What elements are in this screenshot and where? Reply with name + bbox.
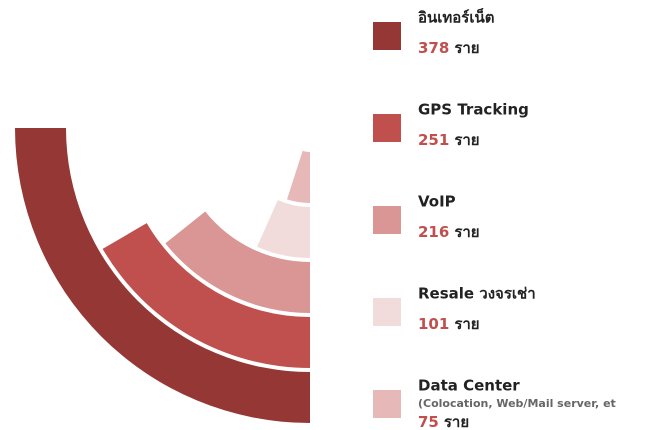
radial-bar (257, 200, 310, 258)
value-label: 101 (418, 315, 449, 333)
value-label: 216 (418, 223, 449, 241)
value-unit: ราย (454, 315, 479, 333)
legend-swatch (373, 114, 401, 142)
legend-swatch (373, 390, 401, 418)
legend-label: อินเทอร์เน็ต (418, 8, 494, 27)
legend-swatch (373, 206, 401, 234)
legend-label: Data Center (418, 377, 520, 395)
value-unit: ราย (454, 131, 479, 149)
legend-value: 251 ราย (418, 131, 480, 149)
value-unit: ราย (454, 39, 479, 57)
legend-label: Resale วงจรเช่า (418, 285, 536, 303)
legend-label: GPS Tracking (418, 101, 529, 119)
value-label: 251 (418, 131, 449, 149)
legend-subtitle: (Colocation, Web/Mail server, et (418, 397, 616, 410)
radial-bar (287, 150, 310, 203)
legend-label: VoIP (418, 193, 456, 211)
radial-bar (165, 211, 310, 313)
radial-bar (15, 128, 310, 423)
legend-value: 75 ราย (418, 413, 469, 430)
value-unit: ราย (454, 223, 479, 241)
value-label: 75 (418, 413, 439, 430)
value-unit: ราย (444, 413, 469, 430)
legend-value: 101 ราย (418, 315, 480, 333)
legend-swatch (373, 22, 401, 50)
legend-value: 216 ราย (418, 223, 480, 241)
value-label: 378 (418, 39, 449, 57)
legend-value: 378 ราย (418, 39, 480, 57)
legend-swatch (373, 298, 401, 326)
radial-bar (102, 223, 311, 368)
